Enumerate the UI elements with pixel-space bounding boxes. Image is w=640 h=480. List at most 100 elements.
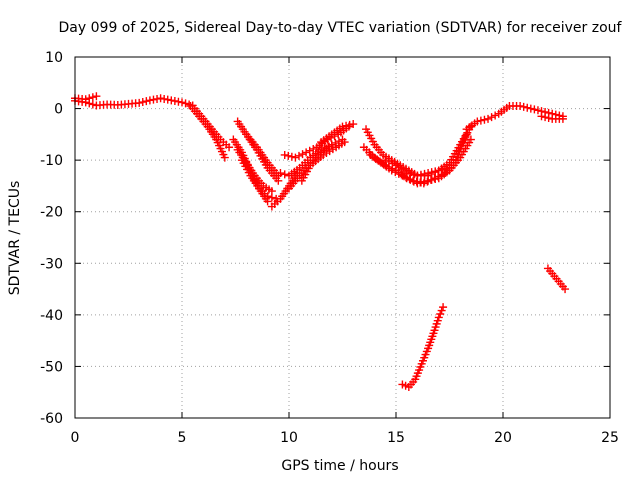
data-point — [480, 115, 489, 124]
series-track-mid-c — [366, 130, 471, 188]
data-point — [437, 306, 446, 315]
data-point — [88, 100, 97, 109]
data-point — [491, 111, 500, 120]
x-axis-label: GPS time / hours — [281, 458, 398, 474]
data-point — [185, 100, 194, 109]
chart-title: Day 099 of 2025, Sidereal Day-to-day VTE… — [59, 20, 623, 36]
data-point — [434, 172, 443, 181]
x-tick-label: 25 — [601, 430, 619, 446]
data-point — [291, 153, 300, 162]
data-point — [92, 92, 101, 101]
data-point — [424, 171, 433, 180]
plot-frame — [74, 56, 611, 419]
series-track-outlier-deep — [398, 303, 448, 392]
axis-ticks: 0 5 10 15 20 25 -60 -50 -40 -30 -20 -10 0 10 — [40, 50, 619, 446]
data-point — [434, 313, 443, 322]
data-point — [438, 165, 447, 174]
data-point — [384, 157, 393, 166]
data-point — [530, 105, 539, 114]
data-point — [436, 309, 445, 318]
data-point — [309, 144, 318, 153]
data-point — [276, 169, 285, 178]
data-point — [225, 143, 234, 152]
data-point — [537, 112, 546, 121]
series-track-outlier-right — [543, 264, 570, 294]
data-point — [81, 95, 90, 104]
grid-lines — [75, 57, 610, 418]
series-track-drop-a — [186, 101, 229, 162]
x-tick-label: 10 — [280, 430, 298, 446]
data-point — [439, 303, 448, 312]
series-track-recovery-1 — [276, 135, 347, 180]
data-point — [135, 98, 144, 107]
y-tick-label: 0 — [54, 102, 63, 118]
x-tick-label: 15 — [387, 430, 405, 446]
data-point — [220, 153, 229, 162]
series-track-mid-d — [381, 156, 454, 180]
series-track-drop-b — [190, 104, 234, 152]
data-point — [523, 103, 532, 112]
data-point — [381, 156, 390, 165]
x-tick-label: 5 — [178, 430, 187, 446]
data-point — [487, 113, 496, 122]
series-track-end-lower — [537, 112, 567, 123]
data-point — [431, 168, 440, 177]
data-point — [263, 192, 272, 201]
data-point — [484, 114, 493, 123]
series-track-dip-5 — [242, 130, 283, 180]
data-point — [398, 171, 407, 180]
data-point — [338, 122, 347, 131]
data-points — [71, 92, 570, 392]
y-tick-label: -40 — [40, 308, 63, 324]
data-point — [349, 120, 358, 129]
data-point — [519, 102, 528, 111]
data-point — [423, 177, 432, 186]
data-point — [445, 163, 454, 172]
data-point — [402, 169, 411, 178]
data-point — [327, 140, 336, 149]
x-tick-label: 20 — [494, 430, 512, 446]
data-point — [533, 106, 542, 115]
data-point — [473, 117, 482, 126]
data-point — [526, 104, 535, 113]
y-axis-label: SDTVAR / TECUs — [7, 181, 23, 296]
y-tick-label: -60 — [40, 411, 63, 427]
data-point — [280, 170, 289, 179]
series-track-recovery-5 — [297, 138, 349, 185]
data-point — [427, 169, 436, 178]
data-point — [267, 193, 276, 202]
series-track-rise — [462, 101, 567, 134]
data-point — [441, 164, 450, 173]
data-point — [409, 176, 418, 185]
data-point — [181, 99, 190, 108]
data-point — [138, 98, 147, 107]
data-point — [541, 113, 550, 122]
data-point — [88, 93, 97, 102]
series-track-dip-3 — [237, 156, 281, 203]
data-point — [387, 166, 396, 175]
y-tick-label: 10 — [45, 50, 63, 66]
data-point — [391, 168, 400, 177]
data-point — [340, 138, 349, 147]
data-point — [430, 174, 439, 183]
data-point — [409, 170, 418, 179]
data-point — [298, 150, 307, 159]
data-point — [406, 169, 415, 178]
y-tick-label: -10 — [40, 153, 63, 169]
data-point — [476, 116, 485, 125]
data-point — [426, 175, 435, 184]
data-point — [294, 151, 303, 160]
data-point — [85, 94, 94, 103]
data-point — [388, 159, 397, 168]
data-point — [416, 178, 425, 187]
y-tick-label: -50 — [40, 359, 63, 375]
y-tick-label: -30 — [40, 256, 63, 272]
data-point — [437, 170, 446, 179]
data-point — [342, 121, 351, 130]
data-point — [302, 148, 311, 157]
data-point — [401, 173, 410, 182]
data-point — [280, 150, 289, 159]
data-point — [345, 120, 354, 129]
data-point — [558, 114, 567, 123]
